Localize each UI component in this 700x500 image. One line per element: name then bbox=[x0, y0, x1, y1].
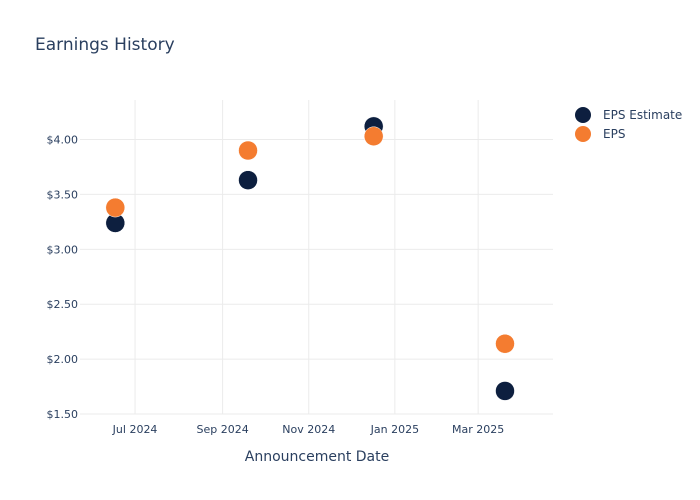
legend-label: EPS Estimate bbox=[603, 108, 682, 122]
data-points bbox=[105, 116, 515, 401]
y-tick-label: $3.50 bbox=[47, 188, 79, 201]
x-tick-label: Nov 2024 bbox=[282, 423, 335, 436]
y-tick-label: $1.50 bbox=[47, 408, 79, 421]
y-tick-label: $3.00 bbox=[47, 243, 79, 256]
y-tick-label: $4.00 bbox=[47, 134, 79, 147]
data-point[interactable] bbox=[495, 333, 515, 354]
legend-label: EPS bbox=[603, 127, 625, 141]
series-eps-estimate bbox=[105, 116, 515, 401]
x-tick-label: Sep 2024 bbox=[196, 423, 248, 436]
series-eps bbox=[105, 126, 515, 354]
x-tick-label: Jan 2025 bbox=[370, 423, 419, 436]
x-axis-title: Announcement Date bbox=[245, 449, 389, 465]
data-point[interactable] bbox=[105, 197, 126, 218]
x-tick-label: Jul 2024 bbox=[112, 423, 158, 436]
data-point[interactable] bbox=[238, 140, 258, 161]
legend[interactable]: EPS Estimate EPS bbox=[575, 107, 682, 142]
legend-marker bbox=[575, 107, 591, 123]
x-tick-label: Mar 2025 bbox=[452, 423, 504, 436]
data-point[interactable] bbox=[363, 126, 384, 146]
legend-item[interactable]: EPS bbox=[575, 126, 625, 142]
grid-lines bbox=[80, 100, 553, 415]
legend-marker bbox=[575, 126, 591, 142]
chart-title: Earnings History bbox=[35, 35, 175, 55]
legend-item[interactable]: EPS Estimate bbox=[575, 107, 682, 123]
data-point[interactable] bbox=[238, 170, 258, 190]
data-point[interactable] bbox=[495, 381, 515, 401]
y-tick-label: $2.50 bbox=[47, 298, 79, 311]
y-tick-label: $2.00 bbox=[47, 353, 79, 366]
axis-ticks: $1.50 $2.00 $2.50 $3.00 $3.50 $4.00 Jul 2024 Se… bbox=[47, 134, 505, 436]
